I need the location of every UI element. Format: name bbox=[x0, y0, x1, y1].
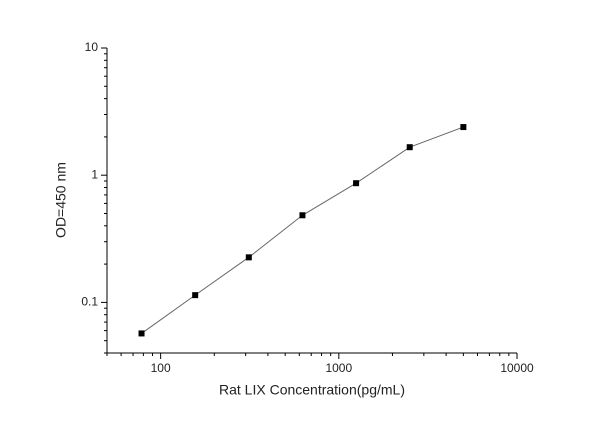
data-point bbox=[299, 212, 306, 219]
y-tick-label: 0.1 bbox=[81, 295, 98, 309]
y-tick-label: 10 bbox=[85, 40, 99, 54]
data-point bbox=[353, 180, 360, 187]
data-point bbox=[245, 254, 252, 261]
data-point bbox=[138, 330, 145, 337]
x-tick-label: 100 bbox=[151, 361, 171, 375]
data-point bbox=[192, 292, 199, 299]
y-axis-label: OD=450 nm bbox=[53, 162, 69, 238]
data-point bbox=[406, 144, 413, 151]
data-point bbox=[460, 124, 467, 131]
x-tick-label: 10000 bbox=[500, 361, 534, 375]
x-tick-label: 1000 bbox=[325, 361, 352, 375]
x-axis-label: Rat LIX Concentration(pg/mL) bbox=[219, 382, 405, 398]
y-tick-label: 1 bbox=[91, 167, 98, 181]
